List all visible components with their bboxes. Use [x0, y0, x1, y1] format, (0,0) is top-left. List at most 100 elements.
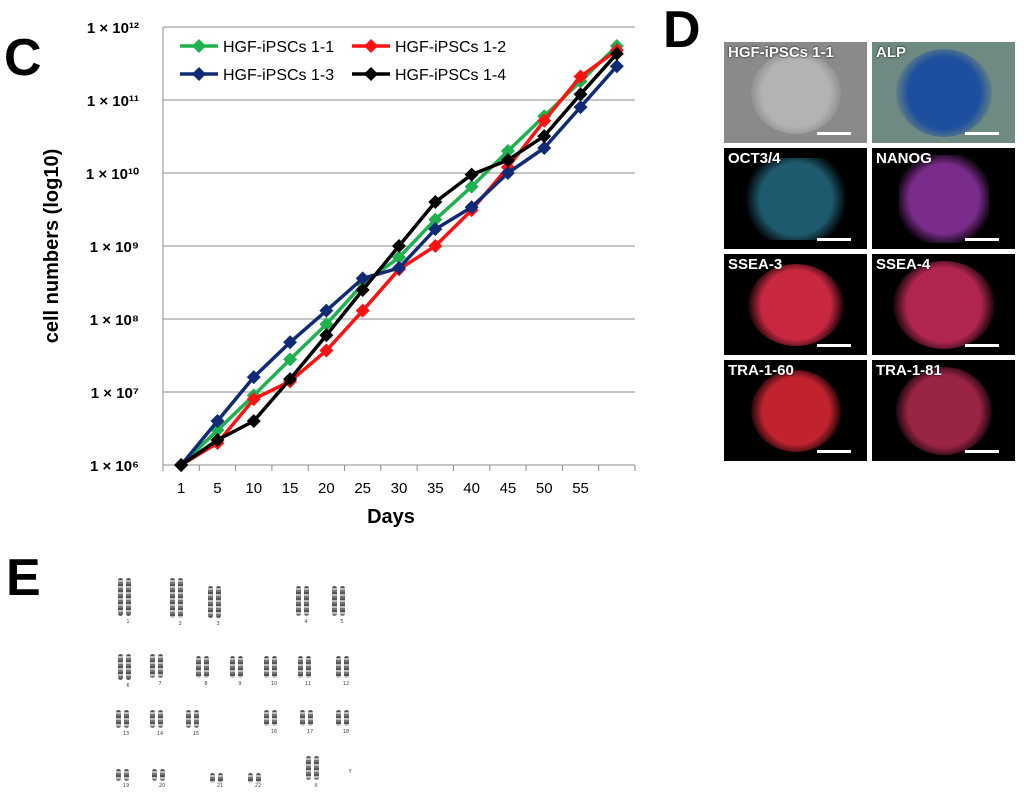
series-3-point — [609, 59, 624, 74]
panel-letter-d: D — [663, 1, 701, 59]
series-3-point — [246, 370, 261, 385]
x-axis-label: Days — [367, 506, 415, 528]
chromosome-number: 20 — [158, 783, 166, 789]
colony-image — [750, 369, 841, 452]
chromosome — [218, 773, 223, 783]
chromosome-number: 17 — [306, 729, 314, 735]
chromosome — [332, 586, 337, 616]
x-tick-label: 5 — [213, 480, 221, 497]
x-tick-label: 25 — [354, 480, 371, 497]
staining-panel: SSEA-3 — [724, 254, 867, 355]
panel-letter-c: C — [4, 29, 42, 87]
series-1-point — [464, 179, 479, 194]
series-3-point — [464, 200, 479, 215]
chromosome-pair: 21 — [210, 770, 230, 789]
series-4-point — [319, 328, 334, 343]
chromosome — [124, 769, 129, 781]
chromosome-number: 18 — [342, 729, 350, 735]
staining-panel: TRA-1-60 — [724, 360, 867, 461]
chromosome — [210, 773, 215, 783]
staining-panel-label: SSEA-3 — [728, 256, 783, 273]
chromosome-number: 13 — [122, 731, 130, 737]
series-1-point — [319, 317, 334, 332]
chromosome-pair: 19 — [116, 768, 136, 789]
chromosome — [264, 710, 269, 726]
chromosome-pair: 4 — [296, 586, 316, 625]
chromosome-pair: 14 — [150, 710, 170, 737]
chromosome-pair: 7 — [150, 654, 170, 687]
chromosome — [238, 656, 243, 678]
chromosome-number: 11 — [304, 681, 312, 687]
chromosome — [118, 654, 123, 680]
scale-bar — [817, 238, 851, 241]
chromosome-pair: 13 — [116, 710, 136, 737]
series-3-point — [355, 271, 370, 286]
colony-image — [895, 366, 992, 455]
staining-panel-label: NANOG — [876, 150, 932, 167]
staining-panel: TRA-1-81 — [872, 360, 1015, 461]
x-tick-label: 45 — [500, 480, 517, 497]
series-4-point — [392, 239, 406, 253]
chromosome-number: 8 — [204, 681, 208, 687]
chromosome — [264, 656, 269, 678]
series-3-point — [392, 260, 406, 275]
chromosome — [344, 656, 349, 678]
chromosome-number: 4 — [304, 619, 308, 625]
chromosome-pair: X — [306, 756, 326, 789]
series-2-point — [319, 343, 334, 358]
chromosome — [124, 710, 129, 728]
chromosome — [160, 769, 165, 781]
scale-bar — [965, 344, 999, 347]
staining-panel-label: ALP — [876, 44, 906, 61]
series-4-point — [355, 282, 370, 297]
staining-grid: HGF-iPSCs 1-1 ALP OCT3/4 NANOG SSEA-3 SSEA-4 T… — [724, 42, 1017, 462]
colony-image — [895, 48, 992, 137]
chromosome-pair: 20 — [152, 768, 172, 789]
series-3-point — [500, 166, 515, 180]
chromosome-number: 12 — [342, 681, 350, 687]
growth-chart: 1 × 10⁶ 1 × 10⁷ 1 × 10⁸ 1 × 10⁹ 1 × 10¹⁰ 1 × … — [41, 20, 636, 528]
chromosome-number: X — [314, 783, 318, 789]
chromosome-pair: 8 — [196, 656, 216, 687]
chromosome-number: 15 — [192, 731, 200, 737]
staining-panel-label: SSEA-4 — [876, 256, 931, 273]
series-3-point — [573, 100, 588, 115]
chromosome — [340, 586, 345, 616]
chromosome — [296, 586, 301, 616]
staining-panel-label: HGF-iPSCs 1-1 — [728, 44, 834, 61]
series-3-point — [283, 335, 298, 350]
chromosome — [344, 710, 349, 726]
y-tick-label: 1 × 10¹⁰ — [86, 166, 139, 183]
chromosome — [208, 586, 213, 618]
chromosome-pair: 10 — [264, 656, 284, 687]
chromosome — [178, 578, 183, 618]
series-1-point — [500, 144, 515, 159]
scale-bar — [965, 450, 999, 453]
x-tick-label: 10 — [245, 480, 262, 497]
colony-image — [744, 157, 847, 240]
chromosome — [194, 710, 199, 728]
chromosome — [298, 656, 303, 678]
chromosome — [248, 773, 253, 783]
chromosome-pair: 16 — [264, 710, 284, 735]
chromosome-number: 19 — [122, 783, 130, 789]
chromosome — [216, 586, 221, 618]
chromosome — [196, 656, 201, 678]
series-4-point — [210, 433, 225, 448]
chromosome-pair: 11 — [298, 656, 318, 687]
colony-image — [892, 260, 995, 349]
series-4-point — [464, 167, 479, 182]
chromosome — [308, 710, 313, 726]
series-4-point — [537, 129, 552, 144]
chromosome-number: 14 — [156, 731, 164, 737]
x-tick-label: 50 — [536, 480, 553, 497]
chromosome — [150, 710, 155, 728]
chromosome-number: 21 — [216, 783, 224, 789]
chromosome — [272, 710, 277, 726]
legend-label: HGF-iPSCs 1-4 — [395, 67, 506, 84]
chromosome — [158, 710, 163, 728]
series-2-point — [537, 113, 552, 128]
y-axis-label: cell numbers (log10) — [41, 149, 63, 344]
chromosome — [126, 654, 131, 680]
chromosome — [306, 756, 311, 780]
